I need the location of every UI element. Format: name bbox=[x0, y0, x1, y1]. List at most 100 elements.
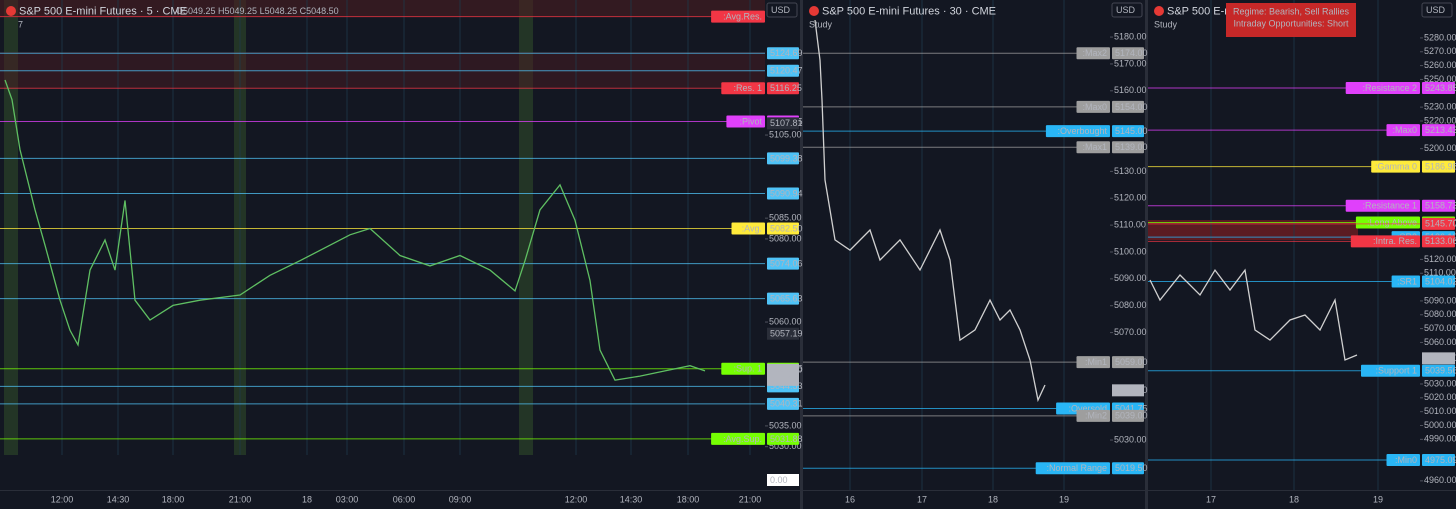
level-value-box bbox=[767, 432, 799, 445]
level-value: 5031.88 bbox=[770, 434, 803, 444]
y-tick-label: 5120.00 bbox=[1424, 254, 1456, 264]
indicator-count: 7 bbox=[18, 19, 23, 29]
x-tick-label: 18:00 bbox=[677, 494, 700, 504]
level-value: 5145.70 bbox=[1425, 219, 1456, 229]
level-value: 5041.75 bbox=[1115, 403, 1148, 413]
y-tick-label: 4990.00 bbox=[1424, 434, 1456, 444]
level-name-box bbox=[731, 222, 765, 235]
volume-label-box bbox=[767, 474, 799, 486]
level-name-box bbox=[711, 432, 765, 445]
x-tick-label: 16 bbox=[845, 494, 855, 504]
x-tick-label: 12:00 bbox=[51, 494, 74, 504]
symbol-icon bbox=[6, 6, 16, 16]
level-name-box bbox=[1350, 235, 1420, 248]
countdown: 01:18 bbox=[770, 375, 793, 385]
y-tick-label: 5035.00 bbox=[769, 420, 802, 430]
current-price: 5048.50 bbox=[770, 365, 803, 375]
y-tick-label: 5090.00 bbox=[1114, 273, 1147, 283]
y-tick-label: 5110.00 bbox=[1114, 219, 1146, 229]
x-tick-label: 18 bbox=[1289, 494, 1299, 504]
y-tick-label: 5170.00 bbox=[1114, 58, 1147, 68]
level-value: 5082.50 bbox=[770, 223, 803, 233]
level-name: :Max0 bbox=[1392, 125, 1417, 135]
current-price-box bbox=[1112, 384, 1144, 397]
level-name: :Min2 bbox=[1085, 411, 1107, 421]
y-tick-label: 5130.00 bbox=[1114, 166, 1147, 176]
x-tick-label: 21:00 bbox=[229, 494, 252, 504]
y-tick-label: 5160.00 bbox=[1114, 85, 1147, 95]
currency: USD bbox=[1426, 5, 1446, 15]
level-value: 5145.00 bbox=[1115, 126, 1148, 136]
level-name: :Gamma 0 bbox=[1375, 162, 1417, 172]
level-name-box bbox=[1361, 364, 1420, 377]
current-price: 5048.50 bbox=[1425, 353, 1456, 363]
level-value-box bbox=[1112, 462, 1144, 475]
level-name-box bbox=[1355, 216, 1420, 229]
y-tick-label: 5085.00 bbox=[769, 213, 802, 223]
level-name-box bbox=[721, 82, 765, 95]
y-tick-label: 4960.00 bbox=[1424, 475, 1456, 485]
level-value-box bbox=[767, 187, 799, 200]
level-value: 5099.38 bbox=[770, 153, 803, 163]
level-value: 4975.09 bbox=[1425, 455, 1456, 465]
regime-box bbox=[1226, 3, 1356, 37]
level-name-box bbox=[711, 10, 765, 23]
level-value: 5133.06 bbox=[1425, 236, 1456, 246]
level-name: :Max2 bbox=[1082, 48, 1107, 58]
currency: USD bbox=[1116, 5, 1136, 15]
level-value: 5019.50 bbox=[1115, 463, 1148, 473]
price-line bbox=[814, 20, 1046, 403]
level-name-box bbox=[726, 115, 765, 128]
level-name: :Pivot bbox=[739, 116, 762, 126]
level-name: :Resistance 1 bbox=[1362, 201, 1417, 211]
x-tick-label: 09:00 bbox=[449, 494, 472, 504]
y-tick-label: 5100.00 bbox=[1114, 246, 1147, 256]
y-tick-label: 5060.00 bbox=[769, 316, 802, 326]
level-name: :Sup. 1 bbox=[733, 364, 762, 374]
level-name-box bbox=[1076, 100, 1110, 113]
y-tick-label: 5090.00 bbox=[1424, 295, 1456, 305]
level-name-box bbox=[1045, 125, 1110, 138]
level-value-box bbox=[1422, 364, 1455, 377]
level-value-box bbox=[1422, 453, 1455, 466]
y-tick-label: 5080.00 bbox=[769, 233, 802, 243]
level-name-box bbox=[1076, 141, 1110, 154]
level-name-box bbox=[1345, 81, 1420, 94]
x-tick-label: 12:00 bbox=[565, 494, 588, 504]
level-name: :Avg.Res. bbox=[723, 11, 762, 21]
level-value: 5139.00 bbox=[1115, 142, 1148, 152]
level-value: 5039.00 bbox=[1115, 411, 1148, 421]
level-name: :Oversold bbox=[1068, 403, 1107, 413]
x-tick-label: 18 bbox=[302, 494, 312, 504]
level-value: 5040.31 bbox=[770, 399, 803, 409]
level-value-box bbox=[1422, 235, 1455, 248]
x-tick-label: 17 bbox=[1206, 494, 1216, 504]
x-tick-label: 03:00 bbox=[336, 494, 359, 504]
level-name: :Long Above bbox=[1367, 217, 1417, 227]
x-tick-label: 17 bbox=[917, 494, 927, 504]
level-name: :Max1 bbox=[1082, 142, 1107, 152]
level-value-box bbox=[767, 47, 799, 60]
level-name: :Avg.Sup. bbox=[723, 434, 762, 444]
level-value-box bbox=[1112, 100, 1144, 113]
resistance-zone bbox=[0, 52, 765, 88]
level-value: 5243.85 bbox=[1425, 83, 1456, 93]
level-name: :SR1 bbox=[1397, 276, 1417, 286]
level-value: 5039.56 bbox=[1425, 366, 1456, 376]
level-name-box bbox=[1076, 409, 1110, 422]
chart-title: S&P 500 E-mini Futures · 30 · CME bbox=[822, 5, 996, 17]
level-name-box bbox=[1076, 47, 1110, 60]
x-tick-label: 19 bbox=[1373, 494, 1383, 504]
y-tick-label: 5070.00 bbox=[1114, 327, 1147, 337]
level-value-box bbox=[767, 152, 799, 165]
chart-title: S&P 500 E-mini Futures · 5 · CME bbox=[19, 5, 187, 17]
level-value-box bbox=[767, 222, 799, 235]
ohlc: O5049.25 H5049.25 L5048.25 C5048.50 bbox=[176, 6, 339, 16]
level-name: :Support 1 bbox=[1375, 366, 1417, 376]
y-tick-label: 5070.00 bbox=[1424, 323, 1456, 333]
level-value-box bbox=[767, 397, 799, 410]
level-value: 5186.98 bbox=[1425, 162, 1456, 172]
current-price-box bbox=[767, 363, 799, 386]
level-name-box bbox=[1391, 275, 1420, 288]
